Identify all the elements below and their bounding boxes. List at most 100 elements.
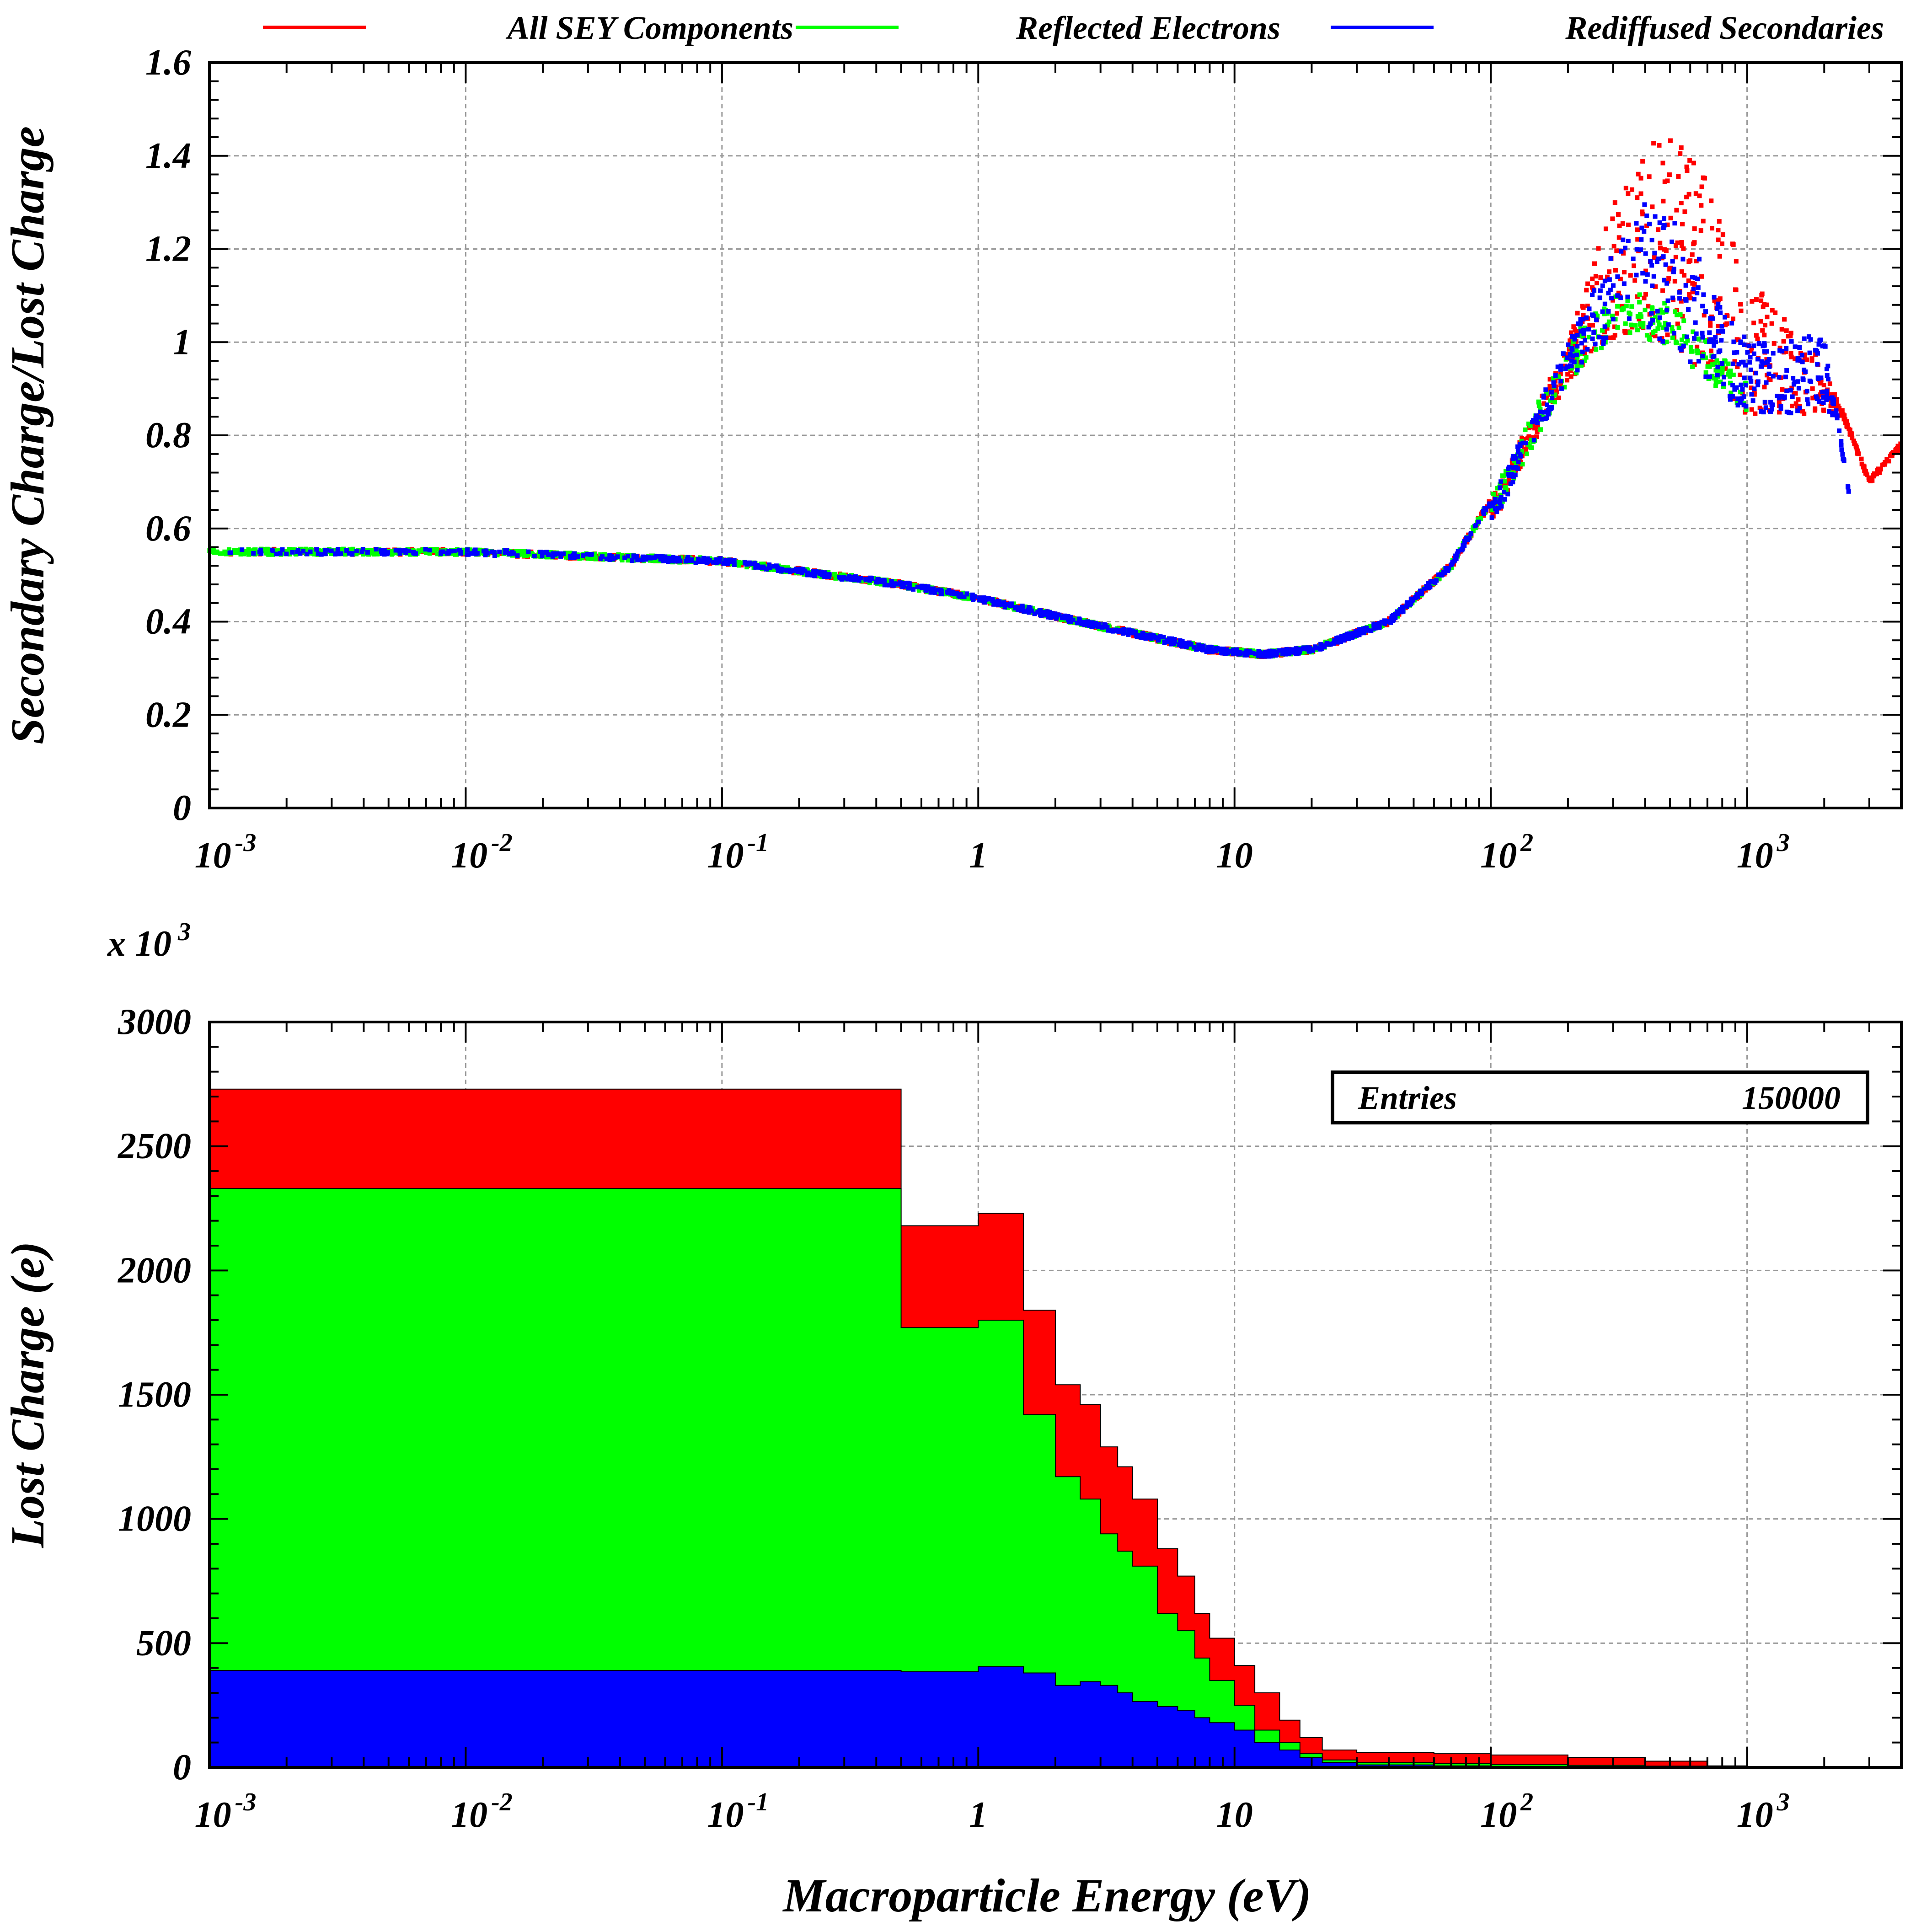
scatter-point (608, 557, 613, 562)
scatter-point (1716, 228, 1721, 233)
scatter-point (335, 548, 340, 553)
scatter-point (1734, 385, 1739, 390)
scatter-point (1793, 344, 1798, 349)
scatter-point (648, 556, 653, 561)
scatter-point (1253, 651, 1258, 656)
scatter-point (1026, 607, 1031, 612)
scatter-point (798, 567, 803, 572)
scatter-point (643, 554, 648, 559)
scatter-point (1697, 193, 1702, 198)
scatter-point (1715, 373, 1720, 378)
scatter-point (1464, 535, 1469, 541)
scatter-point (1573, 327, 1578, 332)
scatter-point (1743, 363, 1748, 368)
scatter-point (1743, 410, 1748, 415)
scatter-point (1113, 628, 1118, 633)
scatter-point (1065, 614, 1070, 619)
scatter-point (481, 549, 486, 554)
scatter-point (1691, 297, 1697, 302)
scatter-point (1594, 347, 1599, 352)
scatter-point (1712, 295, 1717, 300)
scatter-point (1662, 247, 1667, 252)
scatter-point (1069, 620, 1074, 625)
scatter-point (1846, 484, 1851, 489)
scatter-point (693, 560, 698, 565)
scatter-point (290, 547, 295, 552)
scatter-point (1664, 327, 1669, 332)
scatter-point (1792, 380, 1797, 385)
scatter-point (1708, 316, 1713, 321)
scatter-point (1795, 408, 1800, 413)
scatter-point (1126, 632, 1131, 637)
scatter-point (1748, 375, 1753, 380)
scatter-point (1742, 343, 1747, 348)
scatter-point (1598, 275, 1603, 280)
scatter-point (393, 550, 398, 555)
bottom-y-tick-label: 1000 (118, 1499, 191, 1539)
scatter-point (1677, 296, 1682, 301)
scatter-point (1322, 644, 1327, 649)
scatter-point (1679, 269, 1684, 274)
scatter-point (484, 548, 489, 553)
scatter-point (768, 566, 773, 571)
scatter-point (1624, 304, 1629, 309)
scatter-point (1734, 350, 1739, 355)
scatter-point (1395, 614, 1400, 619)
scatter-point (711, 560, 716, 565)
scatter-point (1553, 373, 1558, 378)
scatter-point (1606, 319, 1611, 324)
scatter-point (1044, 609, 1049, 614)
scatter-point (1773, 372, 1778, 377)
scatter-point (1664, 339, 1669, 344)
scatter-point (1612, 324, 1617, 329)
scatter-point (1643, 268, 1648, 273)
scatter-point (1611, 316, 1616, 321)
scatter-point (1712, 299, 1717, 304)
scatter-point (1739, 308, 1744, 313)
scatter-point (1280, 651, 1285, 656)
scatter-point (1639, 237, 1644, 242)
scatter-point (1830, 412, 1835, 417)
scatter-point (1801, 377, 1806, 382)
scatter-point (1695, 290, 1700, 295)
scatter-point (1793, 401, 1798, 406)
scatter-point (1525, 435, 1531, 440)
scatter-point (1632, 263, 1637, 268)
scatter-point (1721, 384, 1726, 389)
scatter-point (1742, 375, 1747, 380)
scatter-point (1703, 355, 1708, 360)
top-x-tick-label: 10 3 (1737, 829, 1790, 876)
scatter-point (1750, 299, 1755, 304)
scatter-point (1519, 449, 1524, 454)
scatter-point (1520, 462, 1525, 467)
scatter-point (1638, 191, 1643, 196)
scatter-point (1637, 300, 1642, 305)
scatter-point (1011, 601, 1017, 606)
scatter-point (1121, 631, 1126, 636)
scatter-point (285, 549, 290, 554)
scatter-point (1610, 216, 1615, 221)
scatter-point (1585, 281, 1590, 286)
scatter-point (1526, 421, 1531, 426)
top-y-tick-label: 1.2 (145, 229, 191, 269)
scatter-point (298, 546, 303, 551)
scatter-point (923, 588, 928, 593)
scatter-point (1792, 391, 1797, 396)
scatter-point (1649, 311, 1654, 316)
scatter-point (1635, 195, 1640, 200)
scatter-point (1615, 325, 1620, 330)
scatter-point (329, 551, 334, 557)
scatter-point (1651, 141, 1656, 146)
top-x-tick-label: 10 (1216, 835, 1253, 876)
scatter-point (1331, 641, 1336, 646)
scatter-point (1686, 259, 1691, 264)
scatter-point (767, 562, 772, 567)
scatter-point (1863, 469, 1868, 474)
scatter-point (689, 558, 694, 563)
scatter-point (1679, 337, 1684, 343)
scatter-point (1565, 355, 1570, 360)
scatter-point (1657, 322, 1662, 327)
scatter-point (1404, 601, 1409, 606)
scatter-point (1813, 348, 1818, 353)
